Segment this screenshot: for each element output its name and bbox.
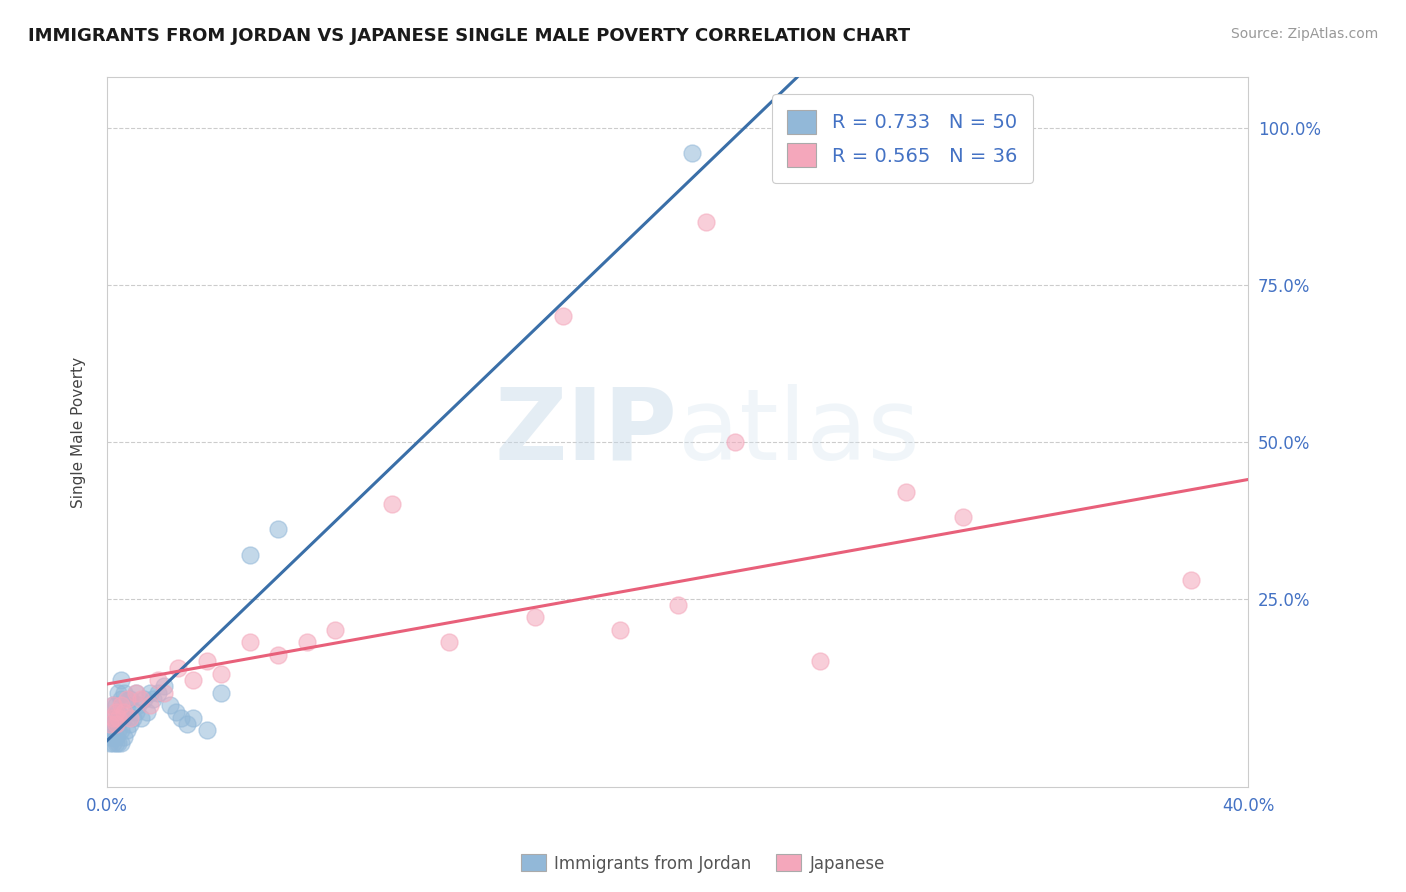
Point [952,509,974,524]
Point [209,666,232,681]
Point [107,705,129,719]
Point [110,673,132,687]
Point [176,717,198,731]
Point [139,698,162,713]
Point [110,736,132,750]
Point [153,686,176,700]
Point [112,686,135,700]
Point [127,698,149,713]
Point [118,692,141,706]
Text: atlas: atlas [678,384,920,481]
Point [124,705,146,719]
Point [195,723,218,738]
Point [118,717,141,731]
Point [110,723,132,738]
Point [148,686,170,700]
Point [381,497,404,511]
Point [695,215,717,229]
Point [181,673,204,687]
Point [181,711,204,725]
Point [121,711,143,725]
Point [1180,573,1202,587]
Point [323,623,346,637]
Point [267,648,290,662]
Point [167,660,190,674]
Point [209,686,232,700]
Point [107,711,129,725]
Point [98,717,121,731]
Point [110,711,132,725]
Point [139,686,162,700]
Point [159,698,181,713]
Point [134,692,156,706]
Point [101,711,124,725]
Point [107,723,129,738]
Point [170,711,193,725]
Point [104,717,127,731]
Point [148,673,170,687]
Point [115,698,138,713]
Point [101,736,124,750]
Y-axis label: Single Male Poverty: Single Male Poverty [72,357,86,508]
Point [104,698,127,713]
Point [104,736,127,750]
Point [609,623,631,637]
Point [104,717,127,731]
Point [239,635,262,649]
Point [101,711,124,725]
Point [110,692,132,706]
Point [894,484,917,499]
Point [553,309,575,323]
Point [808,654,831,668]
Point [101,717,124,731]
Point [523,610,546,624]
Legend: R = 0.733   N = 50, R = 0.565   N = 36: R = 0.733 N = 50, R = 0.565 N = 36 [772,95,1033,183]
Point [267,523,290,537]
Point [124,686,146,700]
Point [1094,792,1116,806]
Point [239,548,262,562]
Point [129,711,152,725]
Point [107,686,129,700]
Point [101,730,124,744]
Point [681,145,703,160]
Point [723,434,745,449]
Point [165,705,187,719]
Text: ZIP: ZIP [495,384,678,481]
Point [195,654,218,668]
Point [439,635,461,649]
Point [104,705,127,719]
Point [112,730,135,744]
Point [153,679,176,693]
Point [101,698,124,713]
Point [98,730,121,744]
Point [295,635,318,649]
Point [136,705,159,719]
Point [124,686,146,700]
Text: Source: ZipAtlas.com: Source: ZipAtlas.com [1230,27,1378,41]
Point [98,717,121,731]
Point [118,711,141,725]
Point [112,705,135,719]
Point [104,730,127,744]
Point [129,692,152,706]
Legend: Immigrants from Jordan, Japanese: Immigrants from Jordan, Japanese [515,847,891,880]
Text: IMMIGRANTS FROM JORDAN VS JAPANESE SINGLE MALE POVERTY CORRELATION CHART: IMMIGRANTS FROM JORDAN VS JAPANESE SINGL… [28,27,910,45]
Point [101,698,124,713]
Point [115,692,138,706]
Point [142,692,165,706]
Point [98,723,121,738]
Point [112,711,135,725]
Point [98,736,121,750]
Point [115,723,138,738]
Point [666,598,689,612]
Point [110,698,132,713]
Point [107,736,129,750]
